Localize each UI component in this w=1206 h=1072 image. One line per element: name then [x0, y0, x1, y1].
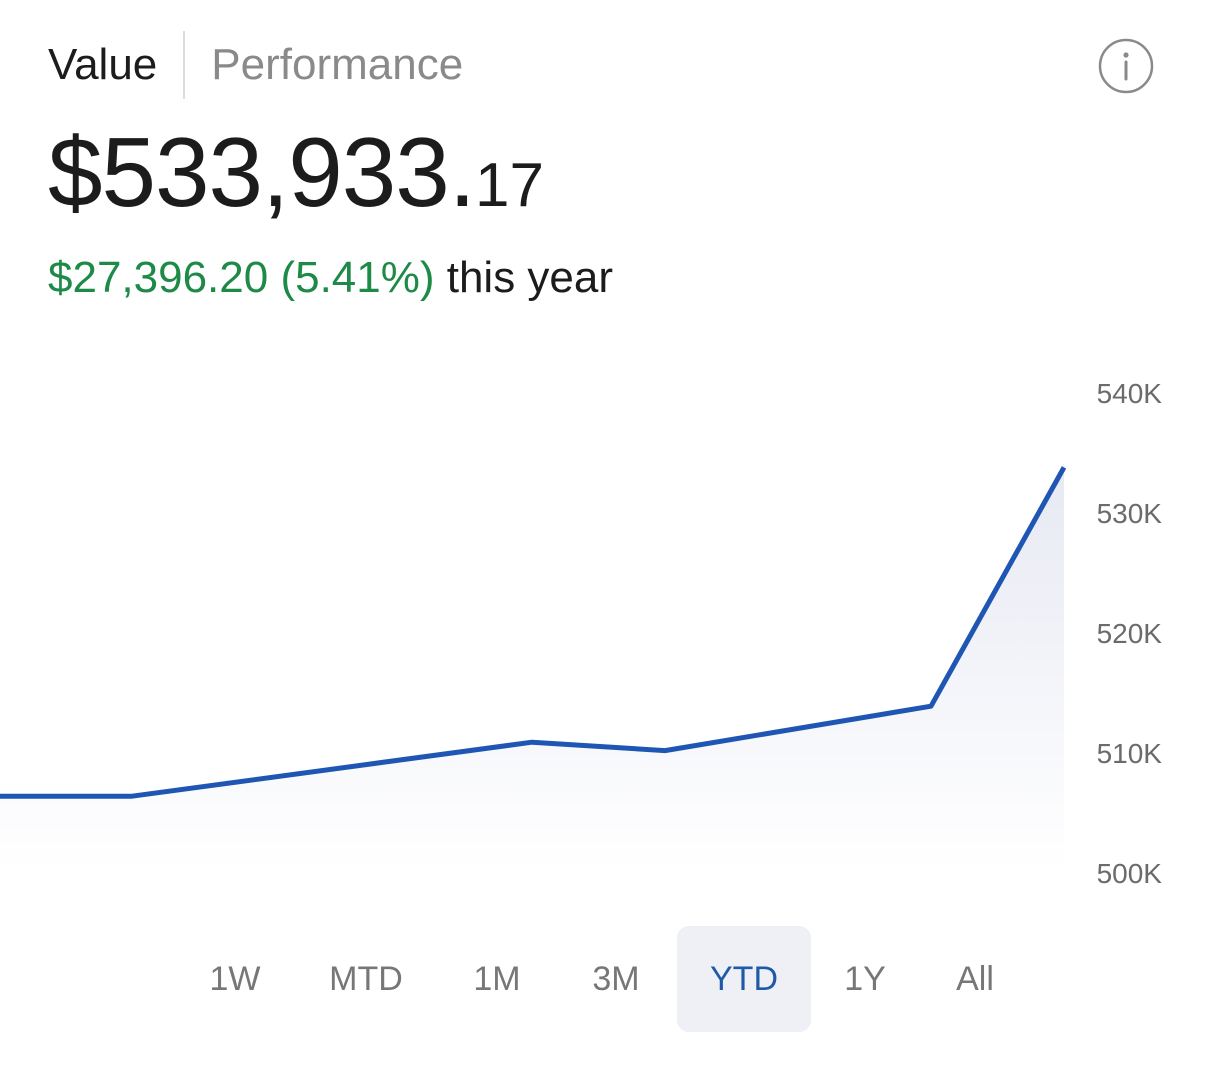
- time-range-selector: 1W MTD 1M 3M YTD 1Y All: [168, 926, 1038, 1032]
- y-axis: 540K 530K 520K 510K 500K: [1097, 378, 1163, 889]
- chart-area-fill: [0, 467, 1064, 873]
- range-ytd-button[interactable]: YTD: [677, 926, 811, 1032]
- range-1y-button[interactable]: 1Y: [844, 960, 886, 998]
- range-mtd-button[interactable]: MTD: [329, 960, 403, 998]
- y-tick-label: 530K: [1097, 498, 1163, 529]
- portfolio-change: $27,396.20 (5.41%) this year: [48, 248, 613, 308]
- tab-performance[interactable]: Performance: [211, 40, 464, 89]
- info-icon: [1098, 38, 1154, 94]
- range-3m-button[interactable]: 3M: [592, 960, 640, 998]
- info-button[interactable]: [1098, 38, 1154, 94]
- range-1m-button[interactable]: 1M: [473, 960, 521, 998]
- y-tick-label: 500K: [1097, 858, 1163, 889]
- value-chart: 540K 530K 520K 510K 500K: [0, 378, 1163, 889]
- change-period-label: this year: [434, 253, 614, 302]
- tab-value[interactable]: Value: [48, 40, 158, 89]
- y-tick-label: 540K: [1097, 378, 1163, 409]
- range-1w-button[interactable]: 1W: [209, 960, 261, 998]
- chart-series-line: [0, 466, 1067, 799]
- tab-divider: [183, 31, 186, 99]
- portfolio-value-main: $533,933.: [48, 117, 476, 227]
- range-all-button[interactable]: All: [956, 960, 994, 998]
- portfolio-value-cents: 17: [474, 151, 544, 220]
- view-tabs: Value Performance: [48, 28, 463, 102]
- portfolio-value: $533,933.17: [48, 112, 544, 232]
- change-amount: $27,396.20 (5.41%): [48, 253, 435, 302]
- y-tick-label: 520K: [1097, 618, 1163, 649]
- y-tick-label: 510K: [1097, 738, 1163, 769]
